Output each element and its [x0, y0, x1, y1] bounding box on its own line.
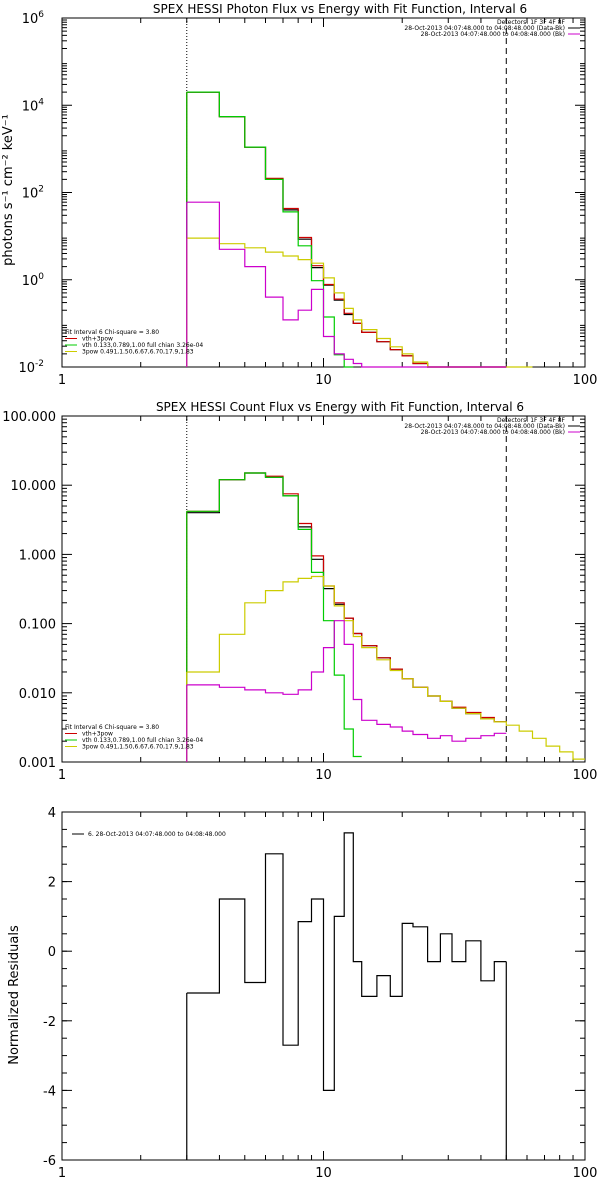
series-4-line: [186, 201, 507, 368]
legend-bottom-left-text: vth 0.133,0.789,1.00 full chian 3.26e-04: [82, 737, 203, 744]
y-tick-label: 104: [22, 97, 45, 114]
y-tick-label: 100: [22, 272, 45, 289]
x-tick-label: 10: [315, 373, 332, 388]
y-tick-label: -2: [43, 1015, 56, 1030]
legend-bottom-left-text: vth+3pow: [82, 731, 113, 738]
legend-bottom-left-text: 3pow 0.491,1.50,6.67,6.70,17.9,1.83: [82, 349, 194, 356]
legend-top-right-text: 28-Oct-2013 04:07:48.000 to 04:08:48.000…: [421, 31, 565, 38]
y-tick-label: 2: [48, 876, 56, 891]
x-tick-label: 100: [573, 373, 598, 388]
series-1-line: [186, 91, 507, 368]
legend-bottom-left-text: Fit Interval 6 Chi-square = 3.80: [65, 329, 159, 336]
legend-top-right-text: 28-Oct-2013 04:07:48.000 to 04:08:48.000…: [404, 25, 565, 32]
x-tick-label: 1: [58, 1166, 66, 1181]
x-tick-label: 1: [58, 768, 66, 783]
series-3-line: [186, 575, 585, 760]
panel-count-flux: SPEX HESSI Count Flux vs Energy with Fit…: [2, 400, 597, 783]
panel-photon-flux: SPEX HESSI Photon Flux vs Energy with Fi…: [1, 2, 597, 388]
y-tick-label: 0.010: [19, 687, 56, 702]
count-flux-title: SPEX HESSI Count Flux vs Energy with Fit…: [156, 400, 524, 414]
series-0-line: [186, 832, 507, 1091]
series-1-line: [186, 472, 507, 723]
x-tick-label: 100: [573, 768, 598, 783]
series-2-line: [186, 472, 362, 758]
y-tick-label: 4: [48, 806, 56, 821]
y-tick-label: 100.000: [2, 410, 56, 425]
y-tick-label: 106: [22, 10, 45, 27]
x-tick-label: 100: [573, 1166, 598, 1181]
y-tick-label: 10.000: [11, 479, 57, 494]
legend-top-right-text: Detectors: 1F 3F 4F 8F: [497, 19, 566, 26]
series-3-line: [186, 237, 533, 368]
y-tick-label: 102: [22, 185, 44, 202]
y-tick-label: 10-2: [18, 359, 44, 376]
y-tick-label: -6: [43, 1154, 56, 1169]
legend-top-left-text: 6. 28-Oct-2013 04:07:48.000 to 04:08:48.…: [88, 831, 226, 838]
series-4-line: [186, 620, 507, 742]
legend-top-right-text: 28-Oct-2013 04:07:48.000 to 04:08:48.000…: [421, 429, 565, 436]
legend-bottom-left-text: Fit Interval 6 Chi-square = 3.80: [65, 724, 159, 731]
series-2-line: [186, 91, 354, 368]
y-tick-label: 0.100: [19, 618, 56, 633]
series-0-line: [186, 472, 507, 723]
y-tick-label: 0.001: [19, 756, 56, 771]
legend-bottom-left-text: 3pow 0.491,1.50,6.67,6.70,17.9,1.83: [82, 744, 194, 751]
x-tick-label: 10: [315, 768, 332, 783]
legend-bottom-left-text: vth 0.133,0.789,1.00 full chian 3.26e-04: [82, 342, 203, 349]
x-tick-label: 10: [315, 1166, 332, 1181]
series-0-line: [186, 91, 507, 368]
photon-flux-title: SPEX HESSI Photon Flux vs Energy with Fi…: [153, 2, 527, 16]
residuals-ylabel: Normalized Residuals: [7, 925, 22, 1065]
y-tick-label: 1.000: [19, 548, 56, 563]
x-tick-label: 1: [58, 373, 66, 388]
photon-flux-ylabel: photons s⁻¹ cm⁻² keV⁻¹: [1, 114, 16, 266]
legend-top-right-text: 28-Oct-2013 04:07:48.000 to 04:08:48.000…: [404, 423, 565, 430]
panel-residuals: Normalized Residuals 1 10 100 -6 -4 -2 0 2 4 6. 2…: [7, 806, 597, 1181]
y-tick-label: -4: [43, 1084, 56, 1099]
y-tick-label: 0: [48, 945, 56, 960]
legend-top-right-text: Detectors: 1F 3F 4F 8F: [497, 417, 566, 424]
legend-bottom-left-text: vth+3pow: [82, 336, 113, 343]
